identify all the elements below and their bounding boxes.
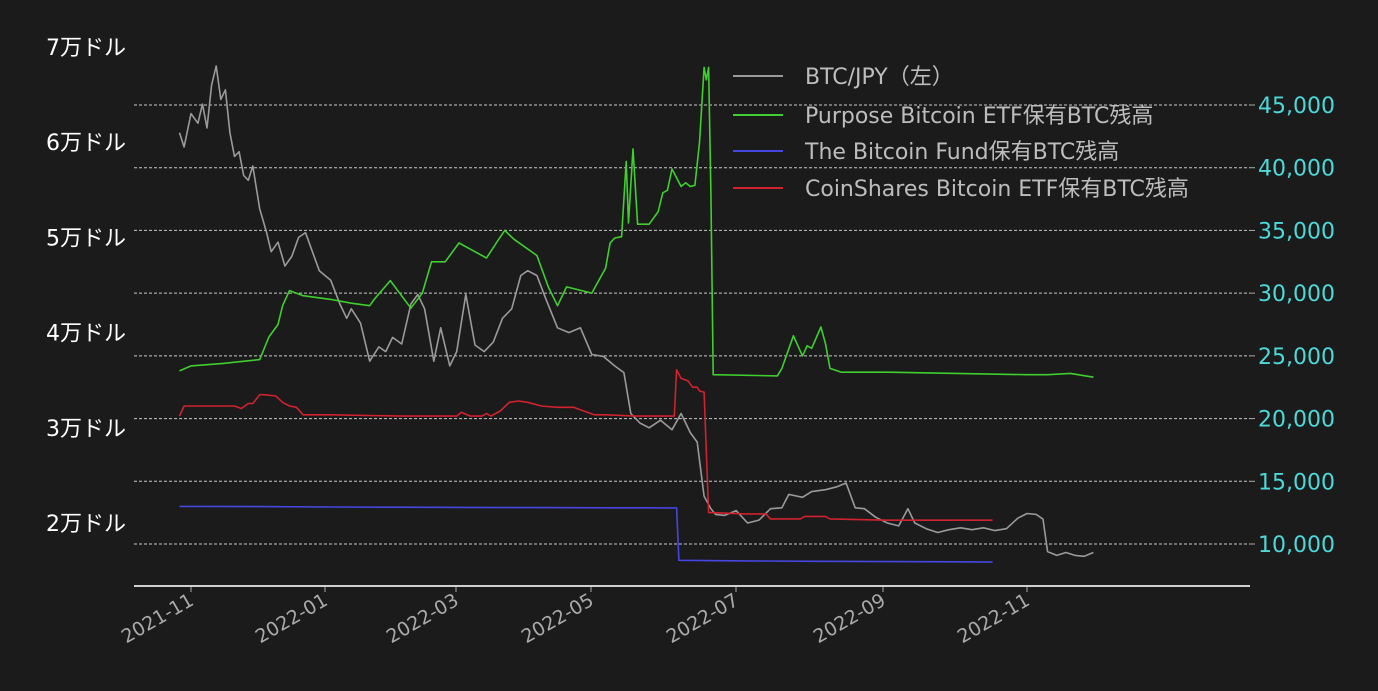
purpose-etf-line [179,66,1094,378]
right-axis: 10,000 15,000 20,000 25,000 30,000 35,000 40,0… [1250,94,1335,558]
right-tick-label: 25,000 [1258,345,1335,370]
bitcoin-fund-line [179,505,993,563]
x-tick-label: 2022-01 [252,589,332,648]
gridlines [134,104,1250,545]
legend-item[interactable]: BTC/JPY（左） [733,65,954,90]
x-tick-label: 2022-03 [383,589,463,648]
legend-item[interactable]: The Bitcoin Fund保有BTC残高 [733,140,1119,165]
x-tick-label: 2022-11 [954,589,1034,648]
right-tick-label: 10,000 [1258,533,1335,558]
left-tick-label: 4万ドル [46,322,126,347]
plot-series [178,65,1094,563]
x-tick-label: 2022-07 [663,589,743,648]
left-tick-label: 7万ドル [46,36,126,61]
legend-item[interactable]: CoinShares Bitcoin ETF保有BTC残高 [733,177,1189,202]
x-tick-label: 2021-11 [118,589,198,648]
legend-label: Purpose Bitcoin ETF保有BTC残高 [805,104,1153,129]
left-tick-label: 2万ドル [46,512,126,537]
legend-label: The Bitcoin Fund保有BTC残高 [804,140,1119,165]
right-tick-label: 20,000 [1258,408,1335,433]
x-axis: 2021-11 2022-01 2022-03 2022-05 2022-07 2022-… [118,585,1250,648]
legend-label: CoinShares Bitcoin ETF保有BTC残高 [805,177,1189,202]
x-tick-label: 2022-05 [518,589,598,648]
legend-item[interactable]: Purpose Bitcoin ETF保有BTC残高 [733,104,1153,129]
right-tick-label: 35,000 [1258,219,1335,244]
left-tick-label: 5万ドル [46,226,126,251]
x-tick-label: 2022-09 [810,589,890,648]
right-tick-label: 45,000 [1258,94,1335,119]
right-tick-label: 30,000 [1258,282,1335,307]
right-tick-label: 15,000 [1258,470,1335,495]
right-tick-label: 40,000 [1258,157,1335,182]
left-axis: 2万ドル 3万ドル 4万ドル 5万ドル 6万ドル 7万ドル [46,36,126,537]
left-tick-label: 6万ドル [46,131,126,156]
legend[interactable]: BTC/JPY（左） Purpose Bitcoin ETF保有BTC残高 The … [733,65,1189,202]
legend-label: BTC/JPY（左） [805,65,954,90]
btc-price-line [178,65,1094,558]
left-tick-label: 3万ドル [46,417,126,442]
coinshares-etf-line [178,368,993,522]
